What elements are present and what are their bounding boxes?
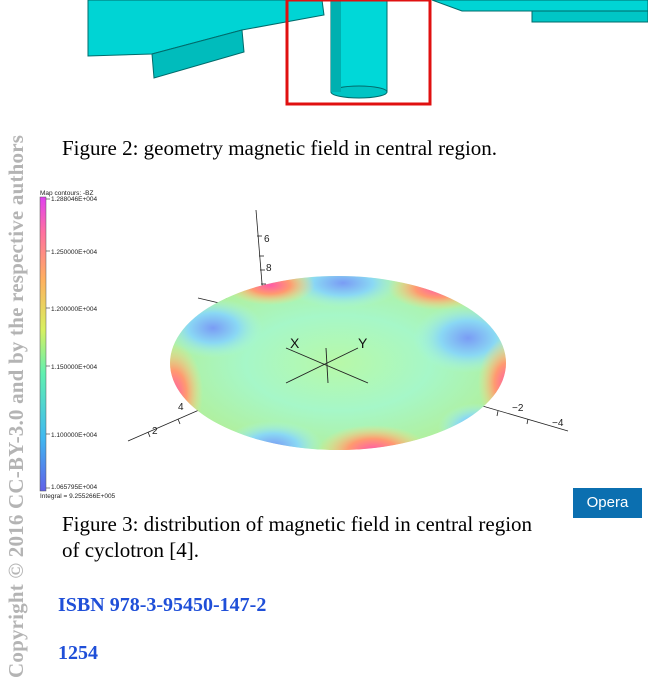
legend-tick: 1.200000E+004 bbox=[51, 306, 97, 313]
y-axis-label: Y bbox=[358, 335, 368, 351]
figure-3-caption-line2: of cyclotron [4]. bbox=[62, 538, 200, 562]
legend-tick: 1.150000E+004 bbox=[51, 364, 97, 371]
page-number: 1254 bbox=[58, 642, 98, 664]
legend-tick: 1.288046E+004 bbox=[51, 196, 97, 203]
copyright-strip: Copyright © 2016 CC-BY-3.0 and by the re… bbox=[0, 0, 40, 683]
legend-tick: 1.065795E+004 bbox=[51, 484, 97, 491]
axis-tick: 4 bbox=[178, 402, 184, 413]
highlight-box bbox=[285, 0, 432, 106]
legend-tick: 1.250000E+004 bbox=[51, 249, 97, 256]
axis-tick: −2 bbox=[512, 403, 524, 414]
geometry-render bbox=[62, 0, 649, 122]
isbn-text: ISBN 978-3-95450-147-2 bbox=[58, 594, 267, 616]
legend-integral: Integral = 9.255266E+005 bbox=[40, 493, 116, 500]
axis-tick: 2 bbox=[152, 426, 158, 437]
field-disk bbox=[170, 276, 506, 450]
figure-3-caption-line1: Figure 3: distribution of magnetic field… bbox=[62, 512, 533, 536]
copyright-text: Copyright © 2016 CC-BY-3.0 and by the re… bbox=[4, 134, 28, 678]
axis-tick: −4 bbox=[552, 418, 564, 429]
figure-2-caption: Figure 2: geometry magnetic field in cen… bbox=[62, 136, 498, 160]
legend-tick: 1.100000E+004 bbox=[51, 432, 97, 439]
field-map: Map contours: -BZ 1.288046E+004 1.250000… bbox=[39, 190, 569, 500]
axis-tick: 8 bbox=[266, 263, 272, 274]
opera-badge: Opera bbox=[573, 488, 642, 518]
figure-2-image bbox=[62, 0, 649, 122]
x-axis-label: X bbox=[290, 335, 300, 351]
axis-tick: 6 bbox=[264, 234, 270, 245]
figure-3-plot: Map contours: -BZ 1.288046E+004 1.250000… bbox=[38, 188, 648, 503]
legend-title: Map contours: -BZ bbox=[40, 190, 93, 197]
color-legend: Map contours: -BZ 1.288046E+004 1.250000… bbox=[39, 190, 116, 500]
center-axes bbox=[285, 347, 369, 384]
